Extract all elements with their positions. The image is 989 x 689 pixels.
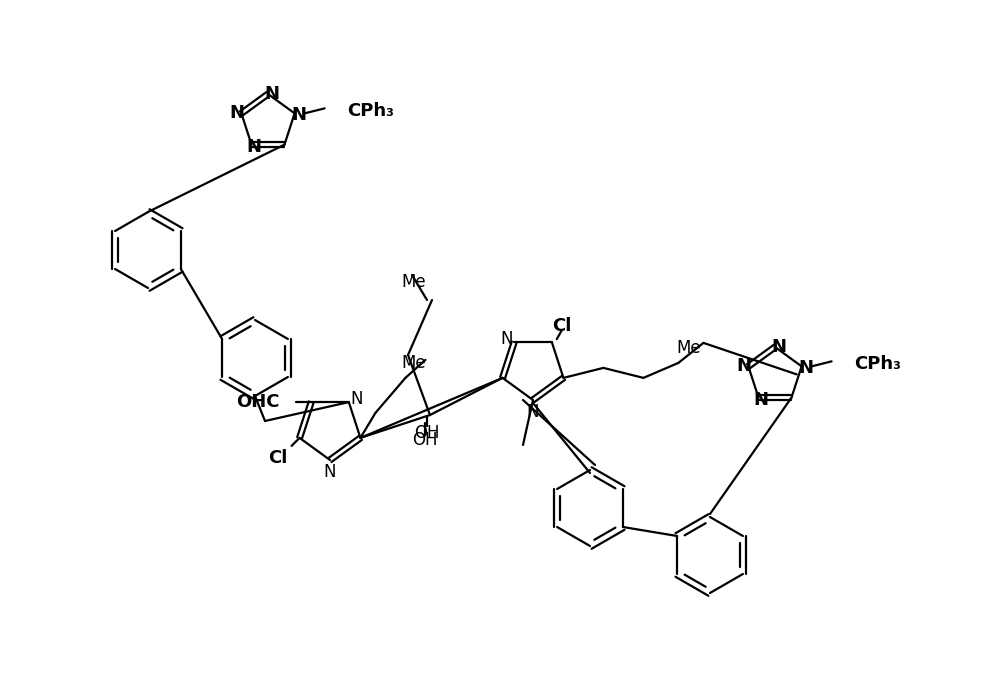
Text: N: N <box>527 403 539 421</box>
Text: CPh₃: CPh₃ <box>346 103 394 121</box>
Text: N: N <box>264 85 280 103</box>
Text: Me: Me <box>402 273 426 291</box>
Text: N: N <box>771 338 786 356</box>
Text: Cl: Cl <box>552 317 572 335</box>
Text: N: N <box>798 360 813 378</box>
Text: N: N <box>753 391 768 409</box>
Text: N: N <box>229 104 245 123</box>
Text: N: N <box>737 358 752 376</box>
Text: N: N <box>500 330 512 348</box>
Text: N: N <box>323 463 336 481</box>
Text: OH: OH <box>412 431 438 449</box>
Text: Me: Me <box>676 339 701 357</box>
Text: N: N <box>246 138 261 156</box>
Text: Cl: Cl <box>268 449 287 467</box>
Text: OH: OH <box>413 424 439 442</box>
Text: CPh₃: CPh₃ <box>854 356 901 373</box>
Text: OHC: OHC <box>235 393 279 411</box>
Text: N: N <box>291 106 307 124</box>
Text: Me: Me <box>402 354 425 372</box>
Text: N: N <box>350 390 363 408</box>
